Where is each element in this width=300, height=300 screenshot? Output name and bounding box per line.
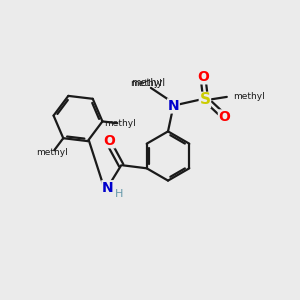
Text: methyl: methyl [233, 92, 265, 101]
Text: methyl: methyl [131, 78, 165, 88]
Text: O: O [218, 110, 230, 124]
Text: methyl: methyl [37, 148, 68, 157]
Text: methyl: methyl [130, 80, 162, 88]
Text: methyl: methyl [104, 119, 136, 128]
Text: N: N [102, 181, 113, 195]
Text: S: S [200, 92, 210, 107]
Text: H: H [115, 189, 123, 200]
Text: O: O [197, 70, 209, 84]
Text: O: O [103, 134, 115, 148]
Text: N: N [168, 99, 179, 113]
